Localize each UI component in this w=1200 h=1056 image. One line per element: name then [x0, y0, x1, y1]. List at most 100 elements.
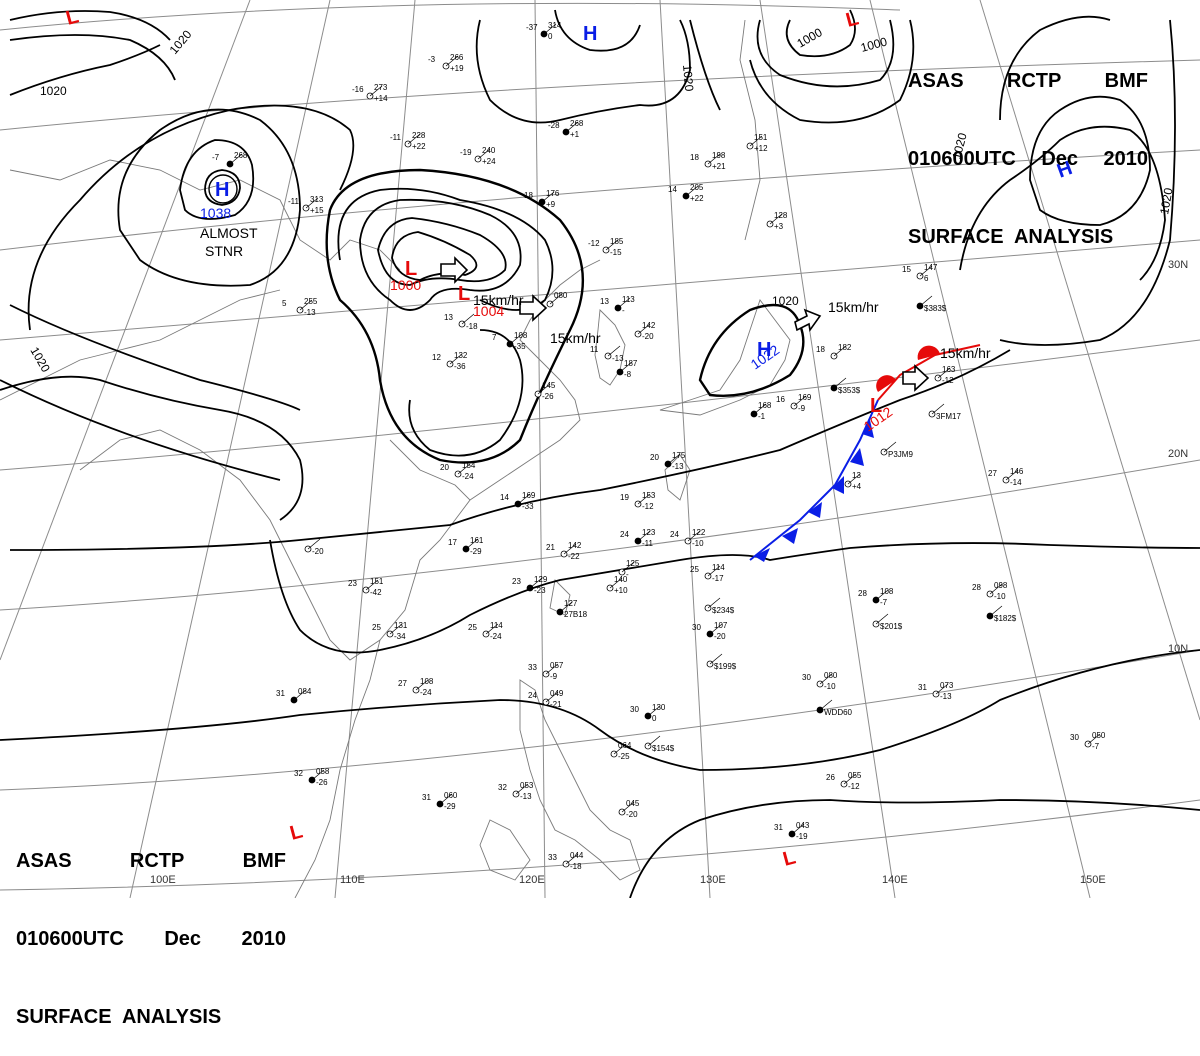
- high-center-symbol: H: [1054, 157, 1075, 183]
- motion-speed-label: 15km/hr: [940, 345, 991, 361]
- header-code: BMF: [242, 850, 286, 872]
- station-pressure: 182: [838, 343, 852, 352]
- station-tendency: +1: [570, 130, 580, 139]
- station-temperature: 33: [528, 663, 537, 672]
- wind-barb: [609, 577, 623, 589]
- wind-barb: [1087, 733, 1101, 745]
- station-tendency: -20: [642, 332, 654, 341]
- station-pressure: 151: [370, 577, 384, 586]
- station-plot: 5 255 -13: [282, 297, 318, 317]
- station-temperature: 19: [620, 493, 629, 502]
- station-pressure: 114: [490, 621, 503, 630]
- station-tendency: -12: [942, 376, 954, 385]
- station-plot: 20 154 -24: [440, 461, 476, 481]
- station-plot: 32 053 -13: [498, 781, 534, 801]
- wind-barb: [415, 679, 429, 691]
- wind-barb: [637, 323, 651, 335]
- station-tendency: -23: [534, 586, 546, 595]
- station-plot: -7 268: [212, 151, 248, 168]
- latitude-label: 30N: [1168, 259, 1188, 271]
- station-plot: 33 044 -18: [548, 851, 584, 871]
- station-plot: 142-20: [634, 321, 656, 341]
- wind-barb: [307, 538, 321, 550]
- station-tendency: $234$: [712, 606, 735, 615]
- station-temperature: -37: [526, 23, 538, 32]
- station-plot: 163-12: [934, 365, 956, 385]
- station-temperature: -7: [212, 153, 220, 162]
- wind-barb: [707, 597, 721, 609]
- station-temperature: 23: [348, 579, 357, 588]
- wind-barb: [457, 463, 471, 475]
- wind-barb: [605, 239, 619, 251]
- station-tendency: +24: [482, 157, 496, 166]
- station-tendency: -18: [570, 862, 582, 871]
- wind-barb: [883, 441, 897, 453]
- station-tendency: -: [626, 570, 629, 579]
- station-tendency: +22: [412, 142, 426, 151]
- header-code: BMF: [1104, 70, 1148, 92]
- station-plot: 31 073 -13: [918, 681, 954, 701]
- station-plot: 080: [546, 291, 568, 308]
- wind-barb: [753, 403, 767, 415]
- wind-barb: [833, 345, 847, 357]
- motion-arrows: [440, 256, 930, 392]
- station-pressure: 273: [374, 83, 388, 92]
- station-plot: $182$: [986, 605, 1017, 623]
- station-temperature: -3: [428, 55, 436, 64]
- low-center-symbol: L: [64, 5, 81, 29]
- station-pressure: 268: [234, 151, 248, 160]
- isobar-label: 1020: [949, 131, 970, 161]
- station-pressure: 175: [672, 451, 686, 460]
- station-pressure: 240: [482, 146, 496, 155]
- station-pressure: 176: [546, 189, 560, 198]
- station-tendency: -29: [470, 547, 482, 556]
- station-pressure: 123: [642, 528, 656, 537]
- station-tendency: -10: [692, 539, 704, 548]
- station-pressure: 108: [420, 677, 434, 686]
- station-pressure: 050: [1092, 731, 1106, 740]
- station-plot: P3JM9: [880, 441, 913, 459]
- wind-barb: [509, 333, 523, 345]
- wind-barb: [293, 689, 307, 701]
- station-tendency: +3: [774, 222, 784, 231]
- station-pressure: 080: [824, 671, 838, 680]
- station-temperature: 20: [440, 463, 449, 472]
- wind-barb: [449, 353, 463, 365]
- station-pressure: 142: [642, 321, 656, 330]
- motion-label-group: 15km/hr 15km/hr 15km/hr 15km/hr: [473, 292, 991, 361]
- station-temperature: 7: [492, 333, 497, 342]
- station-temperature: 21: [546, 543, 555, 552]
- station-temperature: 32: [294, 769, 303, 778]
- station-plot: 045-20: [618, 799, 640, 819]
- wind-barb: [543, 23, 557, 35]
- station-plot: 17 161 -29: [448, 536, 484, 556]
- station-plot: 140+10: [606, 575, 628, 595]
- station-plot: 31 084: [276, 687, 312, 704]
- stationary-note: ALMOST: [200, 225, 258, 241]
- station-pressure: 169: [522, 491, 536, 500]
- pressure-centers: H 1038 ALMOST STNR L 1000 L 1004 H 1022 …: [64, 5, 1076, 870]
- wind-barb: [461, 313, 475, 325]
- station-pressure: 073: [940, 681, 954, 690]
- wind-barb: [637, 493, 651, 505]
- station-tendency: -22: [568, 552, 580, 561]
- station-temperature: 30: [1070, 733, 1079, 742]
- low-center-symbol: L: [781, 846, 798, 870]
- wind-barb: [833, 377, 847, 389]
- station-plot: -12 185 -15: [588, 237, 624, 257]
- station-temperature: 25: [690, 565, 699, 574]
- wind-barb: [407, 133, 421, 145]
- station-plot: 30 130 0: [630, 703, 666, 723]
- station-plot: 26 055 -12: [826, 771, 862, 791]
- wind-barb: [565, 853, 579, 865]
- header-agency: ASAS: [908, 70, 964, 92]
- station-plot: 25 131 -34: [372, 621, 408, 641]
- wind-barb: [931, 403, 945, 415]
- wind-barb: [919, 265, 933, 277]
- station-tendency: -34: [394, 632, 406, 641]
- wind-barb: [617, 297, 631, 309]
- station-tendency: -13: [520, 792, 532, 801]
- station-tendency: -13: [672, 462, 684, 471]
- station-plot: 28 098 -10: [972, 581, 1008, 601]
- station-pressure: 185: [610, 237, 624, 246]
